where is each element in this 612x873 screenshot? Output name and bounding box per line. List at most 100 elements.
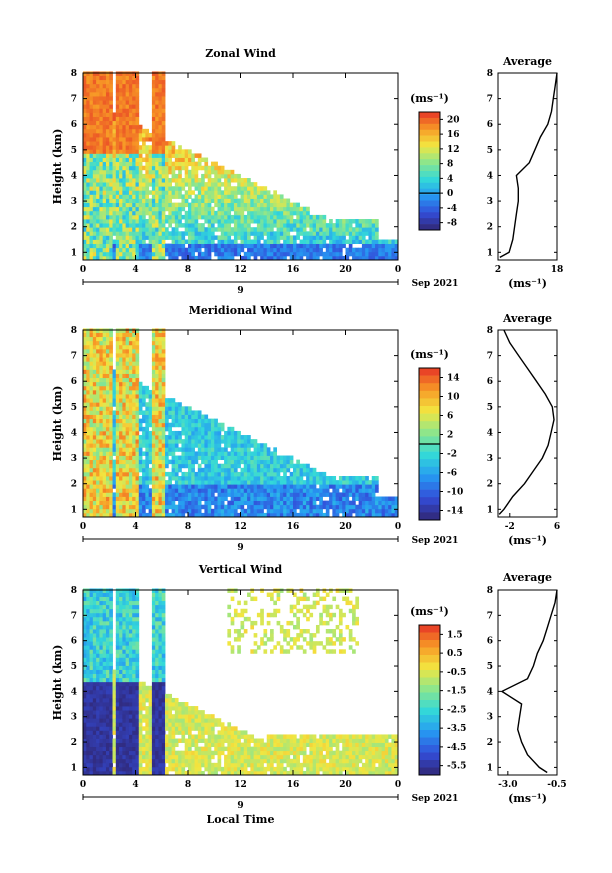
heatmap-cell (188, 186, 192, 191)
heatmap-cell (371, 512, 376, 518)
heatmap-cell (122, 96, 127, 101)
heatmap-cell (119, 75, 123, 81)
heatmap-cell (204, 255, 209, 261)
heatmap-cell (125, 75, 130, 81)
heatmap-cell (394, 512, 399, 518)
heatmap-cell (217, 198, 222, 204)
heatmap-cell (161, 480, 166, 485)
heatmap-cell (256, 488, 261, 493)
heatmap-cell (361, 508, 366, 514)
heatmap-cell (92, 414, 97, 420)
heatmap-cell (276, 508, 281, 514)
heatmap-cell (92, 394, 97, 399)
heatmap-cell (99, 410, 104, 415)
heatmap-cell (191, 480, 195, 485)
heatmap-cell (109, 422, 113, 428)
heatmap-cell (155, 451, 159, 456)
heatmap-cell (132, 161, 136, 167)
heatmap-cell (145, 145, 150, 150)
heatmap-cell (102, 657, 107, 662)
heatmap-cell (361, 504, 366, 510)
heatmap-cell (243, 182, 248, 187)
heatmap-cell (188, 447, 192, 452)
heatmap-cell (381, 504, 386, 510)
heatmap-cell (138, 198, 143, 204)
heatmap-cell (102, 239, 107, 245)
heatmap-cell (125, 447, 130, 452)
heatmap-cell (171, 430, 176, 436)
heatmap-cell (135, 443, 140, 448)
heatmap-cell (161, 161, 166, 167)
heatmap-cell (109, 104, 113, 109)
heatmap-cell (128, 459, 133, 465)
heatmap-cell (184, 500, 189, 506)
heatmap-cell (89, 385, 94, 391)
colorbar-band (419, 444, 440, 452)
heatmap-cell (191, 206, 195, 212)
heatmap-cell (99, 714, 104, 719)
heatmap-cell (158, 104, 163, 109)
heatmap-cell (109, 247, 113, 253)
x-tick-label: 20 (339, 265, 352, 275)
heatmap-cell (145, 169, 150, 175)
heatmap-cell (158, 239, 163, 245)
heatmap-cell (224, 512, 228, 518)
heatmap-cell (188, 210, 192, 216)
heatmap-cell (151, 124, 156, 130)
heatmap-cell (375, 500, 379, 506)
heatmap-cell (247, 255, 251, 261)
heatmap-cell (338, 504, 343, 510)
heatmap-cell (201, 451, 205, 456)
heatmap-cell (384, 251, 389, 257)
heatmap-cell (151, 504, 156, 510)
heatmap-cell (368, 480, 373, 485)
heatmap-cell (99, 504, 104, 510)
heatmap-cell (115, 194, 120, 199)
heatmap-cell (174, 206, 179, 212)
heatmap-cell (201, 435, 205, 440)
heatmap-cell (260, 463, 264, 469)
heatmap-cell (220, 198, 225, 204)
heatmap-cell (168, 406, 172, 411)
heatmap-cell (135, 353, 140, 358)
heatmap-cell (89, 104, 94, 109)
heatmap-cell (227, 243, 232, 249)
heatmap-cell (99, 766, 104, 772)
heatmap-cell (158, 381, 163, 387)
heatmap-cell (83, 385, 87, 391)
heatmap-cell (181, 484, 186, 489)
heatmap-cell (371, 500, 376, 506)
heatmap-cell (89, 512, 94, 518)
heatmap-cell (105, 596, 110, 602)
heatmap-cell (105, 161, 110, 167)
heatmap-cell (214, 422, 218, 428)
heatmap-cell (122, 231, 127, 236)
heatmap-cell (135, 206, 140, 212)
average-y-tick-label: 4 (487, 171, 493, 181)
heatmap-cell (151, 463, 156, 469)
heatmap-cell (96, 255, 100, 261)
heatmap-cell (119, 79, 123, 85)
heatmap-cell (102, 398, 107, 403)
heatmap-cell (105, 227, 110, 232)
heatmap-cell (279, 496, 284, 502)
colorbar-band (419, 147, 440, 154)
heatmap-cell (102, 633, 107, 638)
heatmap-cell (96, 394, 100, 399)
heatmap-cell (197, 496, 202, 502)
heatmap-cell (102, 137, 107, 142)
heatmap-cell (105, 178, 110, 183)
heatmap-cell (92, 710, 97, 715)
heatmap-cell (102, 500, 107, 506)
heatmap-cell (135, 447, 140, 452)
heatmap-cell (92, 677, 97, 683)
heatmap-cell (155, 389, 159, 395)
heatmap-cell (299, 231, 304, 236)
heatmap-cell (188, 496, 192, 502)
heatmap-cell (138, 214, 143, 220)
heatmap-cell (204, 210, 209, 216)
heatmap-cell (168, 398, 172, 403)
heatmap-cell (197, 202, 202, 208)
heatmap-cell (338, 255, 343, 261)
